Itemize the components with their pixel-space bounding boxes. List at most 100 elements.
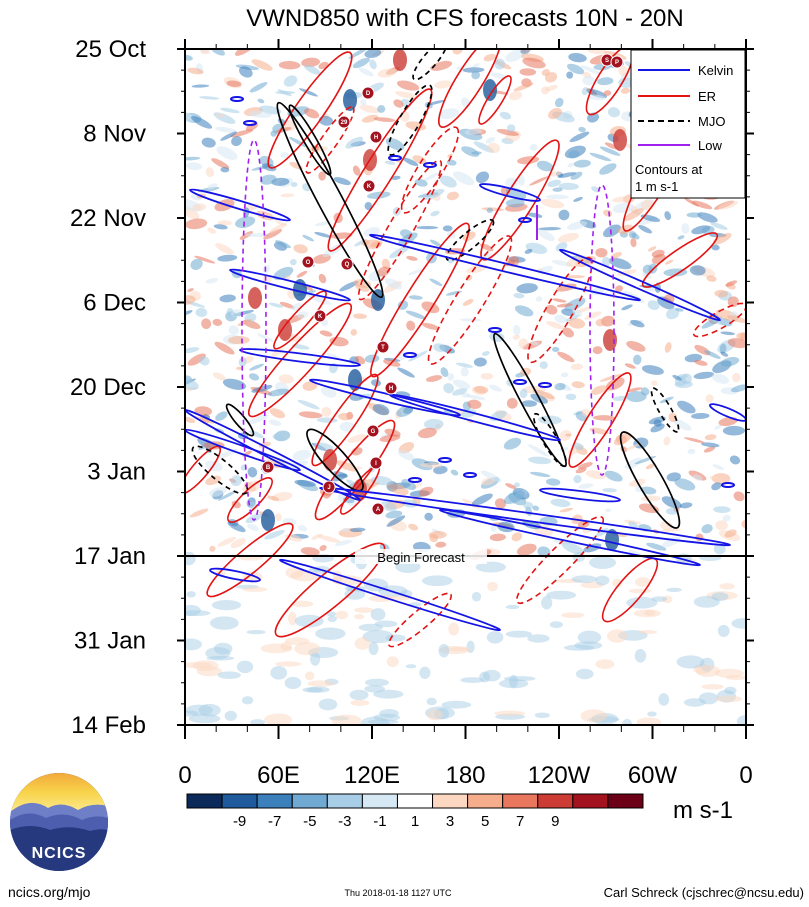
anomaly-patch <box>205 475 222 486</box>
anomaly-patch <box>219 294 236 303</box>
contour <box>306 428 364 492</box>
anomaly-patch <box>217 536 236 547</box>
colorbar-label: 5 <box>481 813 489 830</box>
anomaly-patch <box>185 347 200 354</box>
anomaly-patch <box>275 661 302 667</box>
anomaly-patch <box>433 343 446 353</box>
colorbar-swatch <box>326 793 363 809</box>
anomaly-patch <box>522 57 546 69</box>
anomaly-patch <box>548 108 562 120</box>
anomaly-patch <box>663 436 671 446</box>
anomaly-core <box>393 49 407 71</box>
anomaly-patch <box>691 412 710 419</box>
anomaly-patch <box>677 235 685 240</box>
anomaly-patch <box>288 136 308 148</box>
anomaly-patch <box>199 356 210 366</box>
anomaly-patch <box>385 510 403 519</box>
contour <box>387 84 433 156</box>
anomaly-patch <box>424 512 433 521</box>
anomaly-patch <box>287 460 309 470</box>
contour <box>721 482 735 488</box>
anomaly-patch <box>522 501 534 510</box>
anomaly-patch <box>314 221 330 227</box>
contour <box>273 290 327 350</box>
legend-note-line1: Contours at <box>635 162 703 177</box>
anomaly-patch <box>416 225 439 230</box>
contour <box>305 106 355 174</box>
colorbar-swatch <box>221 793 258 809</box>
anomaly-patch <box>566 71 574 79</box>
contour <box>185 428 301 472</box>
anomaly-patch <box>666 587 682 592</box>
anomaly-patch <box>701 442 720 448</box>
anomaly-patch <box>294 642 321 656</box>
anomaly-patch <box>298 411 323 419</box>
anomaly-patch <box>561 542 585 555</box>
contour <box>479 183 541 202</box>
anomaly-patch <box>228 325 239 335</box>
anomaly-patch <box>248 373 260 381</box>
anomaly-patch <box>318 698 338 711</box>
anomaly-patch <box>587 94 606 101</box>
anomaly-patch <box>638 225 653 234</box>
anomaly-patch <box>435 541 447 548</box>
anomaly-patch <box>574 641 603 650</box>
colorbar-swatch <box>607 793 644 809</box>
anomaly-patch <box>713 506 731 513</box>
anomaly-patch <box>480 372 494 380</box>
colorbar: -9 -7 -5 -3 -1 1 3 5 7 9 <box>186 793 644 830</box>
anomaly-patch <box>618 65 628 76</box>
anomaly-patch <box>480 470 502 483</box>
anomaly-core <box>603 329 617 351</box>
anomaly-patch <box>360 716 390 725</box>
anomaly-patch <box>547 179 561 188</box>
storm-marker <box>369 130 383 144</box>
anomaly-patch <box>275 240 291 249</box>
anomaly-patch <box>610 251 622 259</box>
anomaly-patch <box>290 600 314 608</box>
anomaly-patch <box>304 64 321 75</box>
anomaly-patch <box>220 131 237 141</box>
anomaly-patch <box>613 432 632 446</box>
anomaly-patch <box>677 400 696 414</box>
anomaly-patch <box>571 575 598 584</box>
anomaly-patch <box>377 68 397 78</box>
anomaly-patch <box>647 300 660 310</box>
anomaly-patch <box>526 212 543 218</box>
anomaly-patch <box>302 234 315 242</box>
colorbar-swatch <box>467 793 504 809</box>
anomaly-patch <box>270 666 288 680</box>
anomaly-patch <box>384 278 403 290</box>
x-tick-label: 0 <box>178 762 191 789</box>
anomaly-patch <box>713 543 726 555</box>
anomaly-patch <box>519 68 537 76</box>
storm-label: K <box>367 184 372 190</box>
contour <box>185 445 222 495</box>
legend-label-low: Low <box>698 138 722 153</box>
anomaly-patch <box>675 308 684 312</box>
anomaly-patch <box>604 142 618 150</box>
anomaly-patch <box>585 470 606 480</box>
anomaly-patch <box>364 678 389 687</box>
anomaly-patch <box>494 498 507 509</box>
anomaly-patch <box>568 150 580 159</box>
anomaly-patch <box>620 87 631 94</box>
anomaly-patch <box>545 478 561 486</box>
anomaly-patch <box>419 462 443 468</box>
anomaly-patch <box>601 256 611 267</box>
colorbar-label: -9 <box>233 813 246 830</box>
anomaly-patch <box>439 175 457 188</box>
anomaly-patch <box>519 388 528 399</box>
anomaly-patch <box>213 224 228 230</box>
y-tick-label: 14 Feb <box>71 712 146 739</box>
anomaly-patch <box>352 165 361 176</box>
anomaly-patch <box>185 162 203 171</box>
anomaly-patch <box>647 246 657 252</box>
anomaly-patch <box>691 200 713 210</box>
anomaly-patch <box>730 384 746 393</box>
anomaly-patch <box>589 427 609 435</box>
anomaly-patch <box>689 265 706 276</box>
anomaly-patch <box>237 319 252 326</box>
storm-marker <box>261 460 275 474</box>
